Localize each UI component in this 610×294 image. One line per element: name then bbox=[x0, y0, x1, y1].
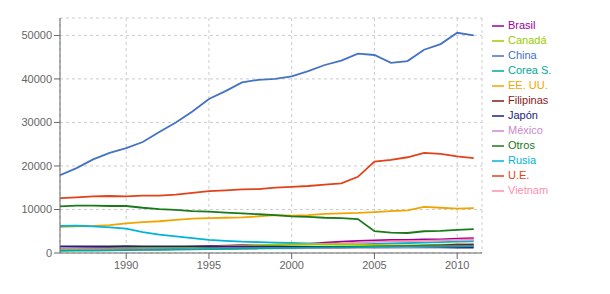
svg-text:2010: 2010 bbox=[445, 259, 469, 271]
html-text:China: China bbox=[508, 49, 537, 61]
svg-text:2005: 2005 bbox=[362, 259, 386, 271]
svg-text:1990: 1990 bbox=[114, 259, 138, 271]
html-text:Rusia: Rusia bbox=[508, 154, 537, 166]
svg-text:1995: 1995 bbox=[197, 259, 221, 271]
html-text:Corea S.: Corea S. bbox=[508, 64, 552, 76]
html-text:Japón: Japón bbox=[508, 109, 538, 121]
html-text:Otros: Otros bbox=[508, 139, 535, 151]
svg-text:20000: 20000 bbox=[21, 160, 52, 172]
html-text:EE. UU.: EE. UU. bbox=[508, 79, 548, 91]
html-text:Brasil: Brasil bbox=[508, 19, 536, 31]
html-text:Canadá: Canadá bbox=[508, 34, 547, 46]
svg-text:50000: 50000 bbox=[21, 29, 52, 41]
svg-text:2000: 2000 bbox=[279, 259, 303, 271]
html-text:México: México bbox=[508, 124, 543, 136]
svg-text:10000: 10000 bbox=[21, 203, 52, 215]
html-text:Filipinas: Filipinas bbox=[508, 94, 549, 106]
svg-text:0: 0 bbox=[46, 247, 52, 259]
html-text:U.E.: U.E. bbox=[508, 169, 530, 181]
svg-text:40000: 40000 bbox=[21, 73, 52, 85]
html-text:Vietnam: Vietnam bbox=[508, 184, 549, 196]
svg-text:30000: 30000 bbox=[21, 116, 52, 128]
